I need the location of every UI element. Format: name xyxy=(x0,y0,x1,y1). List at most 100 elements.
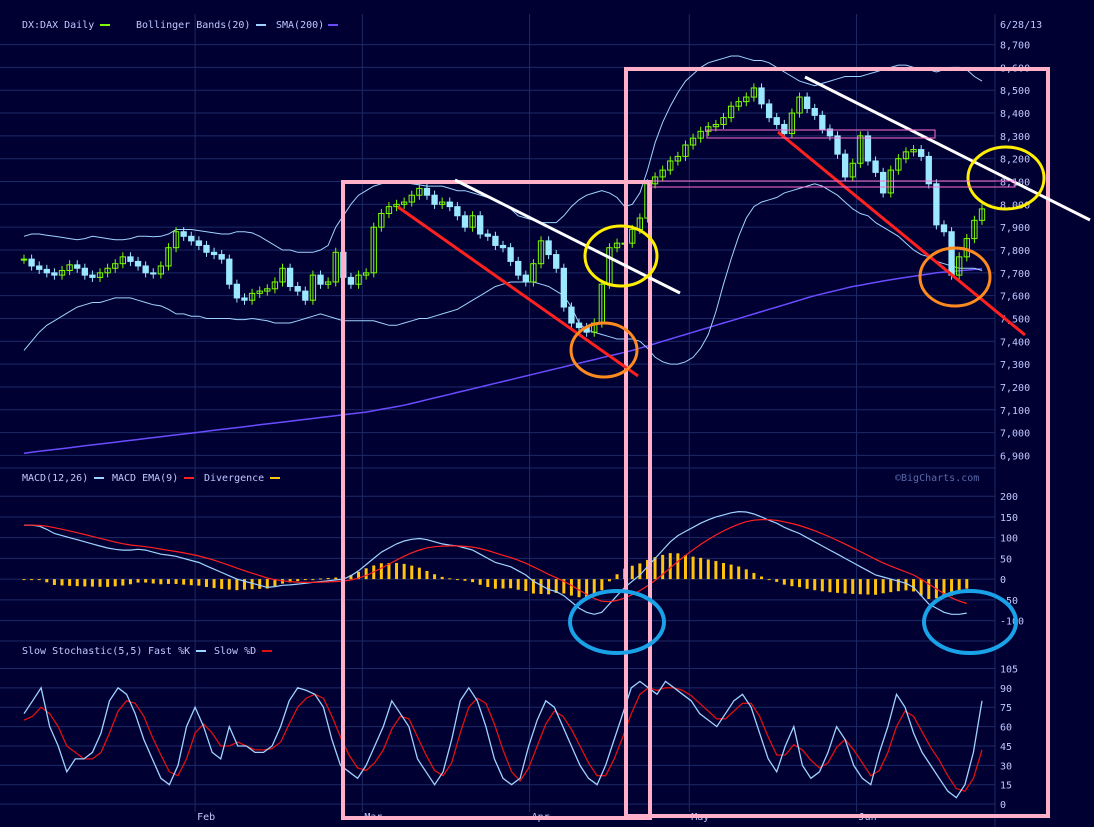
candle-body xyxy=(872,160,879,173)
macd-histogram-bar xyxy=(957,579,961,593)
candle-body xyxy=(134,260,142,267)
candle-body xyxy=(58,270,66,276)
macd-signal-line xyxy=(24,518,967,605)
macd-histogram-bar xyxy=(334,577,338,580)
macd-histogram-bar xyxy=(357,571,361,580)
macd-histogram-bar xyxy=(52,579,56,585)
yellow-circle-left xyxy=(583,224,659,288)
orange-circle-left xyxy=(569,321,639,379)
candle-body xyxy=(157,265,165,275)
candle-body xyxy=(400,201,408,205)
bollinger-lower-line xyxy=(23,183,983,365)
macd-histogram-bar xyxy=(440,576,444,580)
macd-histogram-bar xyxy=(706,559,710,580)
stoch-tick-label: 60 xyxy=(1000,723,1012,734)
fast-k-line xyxy=(23,680,983,799)
candle-body xyxy=(408,194,415,203)
candle-body xyxy=(560,267,567,308)
macd-histogram-bar xyxy=(319,578,323,580)
candle-body xyxy=(256,290,263,294)
white-trendline-left xyxy=(454,178,681,295)
macd-histogram-bar xyxy=(661,554,665,580)
price-tick-label: 7,000 xyxy=(1000,429,1030,440)
candle-body xyxy=(203,244,210,253)
macd-histogram-bar xyxy=(303,579,307,581)
candle-body xyxy=(788,112,796,135)
price-tick-label: 8,500 xyxy=(1000,86,1030,97)
candle-body xyxy=(218,254,225,260)
candle-body xyxy=(841,153,849,178)
candle-body xyxy=(765,103,773,119)
legend-divergence-label: Divergence xyxy=(204,473,264,484)
candle-body xyxy=(96,272,104,278)
macd-histogram-bar xyxy=(615,574,619,580)
candle-body xyxy=(971,219,978,240)
candle-body xyxy=(758,87,765,105)
red-trendline-right xyxy=(777,130,1026,337)
legend-bollinger-label: Bollinger Bands(20) xyxy=(136,20,250,31)
macd-histogram-bar xyxy=(30,579,34,581)
legend-sma-label: SMA(200) xyxy=(276,20,324,31)
macd-histogram-bar xyxy=(744,569,748,580)
annotations xyxy=(341,67,1091,820)
macd-histogram-bar xyxy=(22,579,26,581)
candle-body xyxy=(796,96,803,114)
candle-body xyxy=(362,272,370,276)
candle-body xyxy=(20,258,28,261)
candle-body xyxy=(948,231,955,276)
macd-histogram-bar xyxy=(98,579,102,587)
candle-body xyxy=(879,171,887,194)
macd-tick-label: -50 xyxy=(1000,596,1018,607)
macd-histogram-bar xyxy=(379,563,383,580)
candle-body xyxy=(51,272,58,276)
candle-body xyxy=(712,123,720,128)
candle-body xyxy=(119,256,127,265)
macd-histogram-bar xyxy=(881,579,885,594)
macd-histogram-bar xyxy=(227,579,231,590)
macd-histogram-bar xyxy=(874,579,878,595)
macd-histogram-bar xyxy=(486,579,490,588)
candle-body xyxy=(940,224,948,233)
legend-macd-label: MACD(12,26) xyxy=(22,473,88,484)
candle-body xyxy=(469,215,476,228)
price-tick-label: 8,400 xyxy=(1000,109,1030,120)
macd-histogram-bar xyxy=(653,557,657,580)
macd-tick-label: 150 xyxy=(1000,513,1018,524)
macd-histogram-bar xyxy=(83,579,87,587)
candle-body xyxy=(918,149,925,157)
candle-body xyxy=(461,215,469,228)
candle-body xyxy=(241,297,248,301)
candle-body xyxy=(507,247,514,262)
macd-histogram-bar xyxy=(60,579,64,586)
macd-histogram-bar xyxy=(121,579,125,586)
macd-histogram-bar xyxy=(798,579,802,588)
candle-body xyxy=(378,212,385,228)
candle-body xyxy=(195,240,203,246)
macd-histogram-bar xyxy=(805,579,809,589)
macd-histogram-bar xyxy=(889,579,893,593)
macd-histogram-bar xyxy=(296,579,300,582)
macd-histogram-bar xyxy=(767,579,771,581)
month-label: Feb xyxy=(197,812,215,823)
stoch-tick-label: 75 xyxy=(1000,703,1012,714)
stoch-grid xyxy=(0,667,995,805)
candle-body xyxy=(887,169,894,194)
macd-histogram-bar xyxy=(128,579,132,585)
candle-body xyxy=(172,231,180,249)
stoch-tick-label: 105 xyxy=(1000,664,1018,675)
macd-histogram-bar xyxy=(326,577,330,580)
macd-histogram-bar xyxy=(387,563,391,580)
macd-histogram-bar xyxy=(760,576,764,580)
macd-histogram-bar xyxy=(714,561,718,580)
macd-histogram-bar xyxy=(562,579,566,594)
candle-body xyxy=(902,151,910,160)
macd-histogram-bar xyxy=(37,579,41,581)
white-trendline-right xyxy=(804,75,1091,222)
macd-histogram-bar xyxy=(448,578,452,580)
candle-body xyxy=(811,107,818,116)
macd-histogram-bar xyxy=(866,579,870,595)
macd-histogram-bar xyxy=(75,579,79,587)
candle-body xyxy=(773,117,780,125)
macd-line xyxy=(24,510,967,615)
macd-histogram-bar xyxy=(204,579,208,587)
